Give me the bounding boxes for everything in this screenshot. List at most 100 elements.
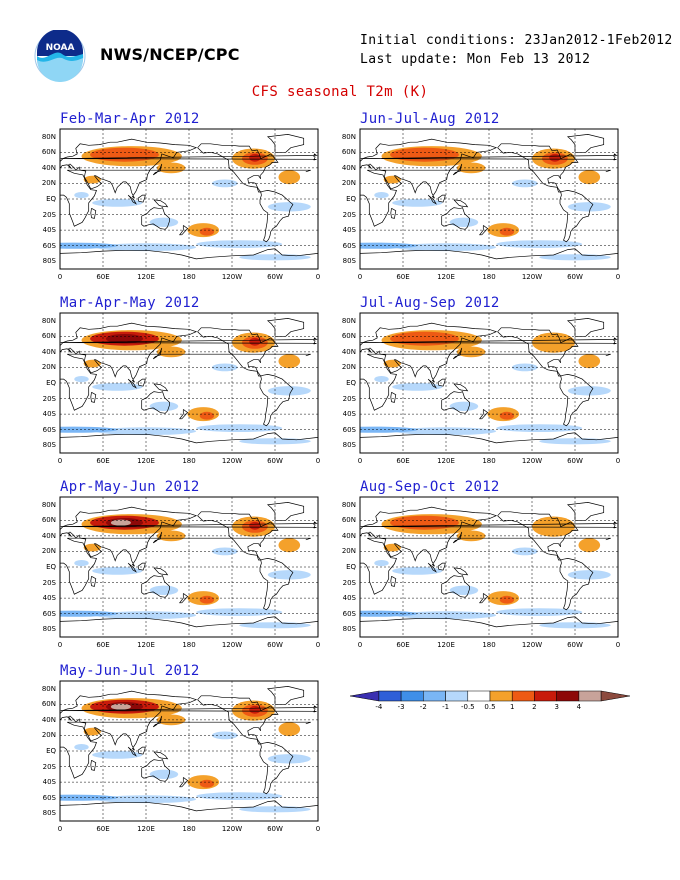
noaa-logo: NOAA: [34, 29, 86, 83]
coastline: [259, 374, 294, 427]
map-panel: 80N 60N 40N 20N EQ 20S 40S 60S 80S 0 60E 120E 180 120…: [342, 496, 620, 649]
anomaly-region: [199, 779, 215, 788]
coastline: [137, 562, 146, 571]
svg-text:NOAA: NOAA: [46, 43, 75, 53]
lat-label: 20S: [342, 578, 356, 587]
anomaly-region: [267, 570, 311, 580]
lon-label: 60E: [396, 641, 410, 649]
lat-label: 80S: [42, 809, 56, 818]
lon-label: 60W: [267, 825, 283, 833]
lon-label: 120E: [437, 457, 455, 465]
anomaly-region: [392, 199, 443, 207]
anomaly-region: [567, 202, 611, 212]
coastline: [266, 502, 305, 521]
coastline: [197, 511, 279, 561]
lat-label: 60S: [42, 793, 56, 802]
map-canvas: [59, 496, 319, 638]
anomaly-region: [83, 359, 101, 368]
coastline: [60, 169, 311, 227]
map-canvas: [359, 496, 619, 638]
coastline: [497, 143, 579, 193]
anomaly-region: [74, 376, 89, 383]
coastline: [90, 575, 97, 587]
lon-label: 0: [57, 457, 63, 465]
coastline: [178, 777, 189, 788]
initial-conditions: Initial conditions: 23Jan2012-1Feb2012: [360, 33, 673, 48]
colorbar-swatch: [349, 690, 380, 702]
map-panel: 80N 60N 40N 20N EQ 20S 40S 60S 80S 0 60E 120E 180 120…: [42, 680, 320, 833]
coastline: [152, 347, 163, 360]
anomaly-region: [74, 192, 89, 199]
lon-label: 0: [615, 641, 621, 649]
colorbar-label: 4: [576, 703, 582, 711]
lat-label: 40N: [41, 347, 56, 356]
colorbar-label: 2: [532, 703, 537, 711]
anomaly-region: [392, 383, 443, 391]
anomaly-region: [449, 585, 479, 595]
panel-title: Jun-Jul-Aug 2012: [360, 111, 500, 127]
colorbar-swatch: [489, 690, 513, 702]
map-panel: 80N 60N 40N 20N EQ 20S 40S 60S 80S 0 60E 120E 180 120…: [42, 496, 320, 649]
anomaly-region: [74, 744, 89, 751]
lat-label: EQ: [46, 747, 56, 755]
anomaly-region: [374, 560, 389, 567]
anomaly-region: [267, 386, 311, 396]
lon-label: 120W: [521, 457, 543, 465]
anomaly-region: [249, 337, 261, 346]
lon-label: 120W: [221, 273, 243, 281]
lon-label: 120E: [137, 457, 155, 465]
lon-label: 120W: [221, 457, 243, 465]
anomaly-region: [499, 411, 515, 420]
lat-label: 20N: [41, 179, 56, 188]
coastline: [360, 138, 498, 199]
colorbar-swatch: [400, 690, 424, 702]
coastline: [137, 378, 146, 387]
lat-label: 80S: [42, 257, 56, 266]
coastline: [441, 391, 470, 414]
noaa-logo-icon: NOAA: [34, 29, 86, 83]
colorbar-swatch: [378, 690, 402, 702]
lon-label: 0: [315, 457, 321, 465]
lat-label: 40S: [42, 594, 56, 603]
coastline: [60, 800, 318, 812]
anomaly-region: [95, 243, 197, 252]
lat-label: 60N: [341, 516, 356, 525]
coastline: [90, 759, 97, 771]
lat-label: 60N: [41, 516, 56, 525]
coastline: [559, 190, 594, 243]
anomaly-region: [383, 543, 401, 552]
colorbar-label: -0.5: [460, 703, 475, 711]
coastline: [452, 531, 463, 544]
coastline: [60, 432, 318, 444]
coastline: [360, 153, 618, 161]
lon-label: 180: [182, 825, 196, 833]
colorbar-swatches: [349, 690, 631, 702]
anomaly-region: [395, 243, 497, 252]
anomaly-region: [456, 346, 486, 358]
anomaly-region: [267, 754, 311, 764]
anomaly-region: [149, 769, 179, 779]
coastline: [178, 225, 189, 236]
lat-label: 20N: [41, 363, 56, 372]
map-panel: 80N 60N 40N 20N EQ 20S 40S 60S 80S 0 60E 120E 180 120…: [42, 312, 320, 465]
coastline: [60, 153, 318, 161]
anomaly-region: [383, 175, 401, 184]
coastline: [360, 616, 618, 628]
coastline: [478, 593, 489, 604]
lat-label: 40S: [42, 410, 56, 419]
anomaly-region: [90, 147, 159, 162]
anomaly-region: [199, 411, 215, 420]
anomaly-region: [456, 162, 486, 174]
anomaly-region: [199, 227, 215, 236]
coastline: [478, 409, 489, 420]
coastline: [266, 318, 305, 337]
anomaly-region: [567, 386, 611, 396]
anomaly-region: [578, 538, 601, 553]
colorbar-label: 1: [509, 703, 515, 711]
coastline: [452, 347, 463, 360]
map-frame: [59, 680, 319, 822]
coastline: [197, 695, 279, 745]
lat-label: 80N: [41, 684, 56, 693]
lat-label: 40S: [342, 410, 356, 419]
lat-label: 20S: [42, 578, 56, 587]
